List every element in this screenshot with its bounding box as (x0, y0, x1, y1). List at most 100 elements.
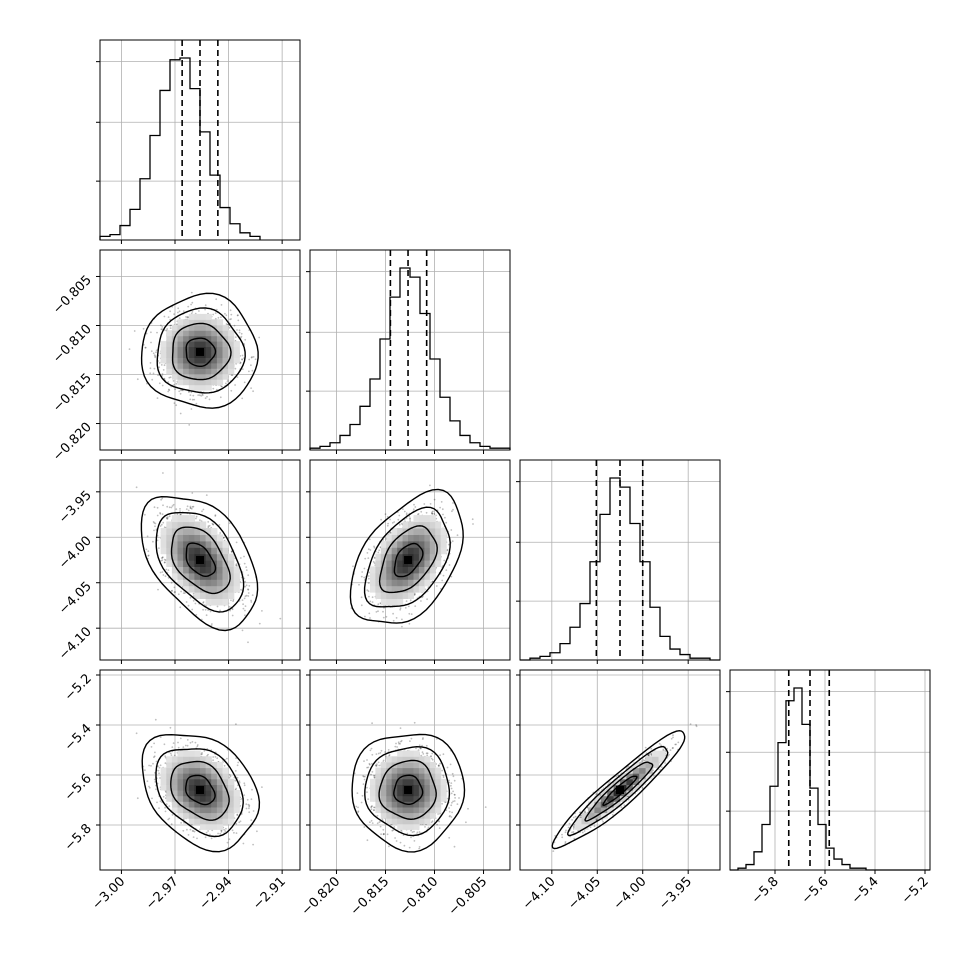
scatter-point (201, 752, 203, 754)
scatter-point (243, 381, 246, 384)
scatter-point (207, 830, 210, 832)
scatter-point (231, 829, 234, 832)
scatter-point (573, 826, 575, 829)
density-cell (194, 313, 201, 320)
scatter-point (448, 810, 451, 813)
density-cell (205, 346, 212, 353)
scatter-point (215, 308, 218, 311)
density-cell (183, 330, 190, 337)
density-cell (613, 795, 621, 802)
x-tick-label: −0.810 (397, 874, 442, 919)
scatter-point (401, 618, 403, 621)
scatter-point (254, 358, 257, 361)
density-cell (166, 767, 173, 774)
density-cell (370, 795, 376, 802)
scatter-point (250, 599, 253, 602)
scatter-point (145, 548, 148, 551)
scatter-point (573, 837, 576, 840)
scatter-point (431, 511, 433, 514)
density-cell (435, 790, 442, 797)
density-cell (397, 540, 404, 548)
density-cell (171, 547, 179, 555)
density-cell (205, 784, 212, 791)
density-cell (183, 379, 190, 386)
density-cell (171, 778, 179, 785)
scatter-point (216, 605, 219, 608)
density-cell (424, 784, 431, 791)
scatter-point (229, 318, 231, 321)
scatter-point (439, 762, 441, 765)
scatter-point (399, 727, 402, 729)
scatter-point (157, 588, 159, 591)
density-cell (418, 761, 425, 769)
density-cell (166, 784, 173, 791)
scatter-point (374, 806, 376, 809)
scatter-point (153, 367, 156, 370)
density-cell (626, 773, 634, 780)
scatter-point (369, 749, 372, 752)
scatter-point (223, 764, 226, 767)
density-cell (435, 784, 442, 791)
scatter-point (178, 310, 181, 313)
density-cell (205, 368, 212, 375)
density-cell (408, 756, 414, 763)
density-cell (183, 534, 190, 542)
scatter-point (210, 624, 213, 627)
scatter-point (243, 784, 246, 787)
scatter-point (368, 763, 371, 766)
scatter-point (407, 605, 410, 608)
density-cell (397, 585, 404, 593)
scatter-point (174, 388, 177, 391)
scatter-point (163, 315, 166, 318)
scatter-point (392, 612, 394, 615)
scatter-point (190, 408, 193, 410)
density-cell (216, 598, 224, 606)
scatter-point (431, 758, 434, 761)
scatter-point (375, 611, 378, 613)
scatter-point (204, 608, 207, 611)
density-cell (397, 756, 404, 763)
scatter-point (167, 818, 170, 821)
density-cell (620, 795, 627, 802)
density-cell (429, 572, 436, 580)
scatter-point (394, 837, 396, 839)
scatter-point (441, 508, 444, 511)
density-cell (188, 540, 195, 548)
scatter-point (171, 814, 174, 816)
x-tick-label: −4.10 (520, 874, 559, 913)
scatter-point (196, 744, 199, 746)
scatter-point (165, 803, 168, 805)
density-cell (183, 572, 190, 580)
scatter-point (472, 523, 474, 525)
scatter-point (564, 841, 567, 843)
scatter-point (186, 505, 189, 508)
density-cell (194, 547, 201, 555)
scatter-point (236, 314, 239, 317)
density-cell (408, 806, 414, 814)
scatter-point (379, 752, 382, 754)
scatter-point (173, 313, 176, 315)
density-cell (188, 812, 195, 819)
scatter-point (446, 549, 449, 552)
scatter-point (431, 512, 433, 515)
scatter-point (379, 825, 382, 828)
density-cell (413, 790, 420, 797)
scatter-point (251, 356, 253, 358)
scatter-point (251, 369, 254, 372)
contour-1 (584, 761, 654, 822)
scatter-point (241, 397, 244, 400)
density-cell (200, 330, 207, 337)
density-cell (216, 560, 224, 567)
density-cell (380, 761, 387, 769)
scatter-point (170, 754, 173, 756)
scatter-point (167, 388, 170, 391)
scatter-point (207, 526, 210, 529)
density-cell (171, 790, 179, 797)
scatter-point (153, 522, 156, 524)
scatter-point (371, 822, 374, 824)
density-cell (216, 767, 224, 774)
scatter-point (421, 751, 424, 754)
scatter-point (182, 592, 185, 594)
density-cell (194, 330, 201, 337)
density-cell (418, 801, 425, 808)
